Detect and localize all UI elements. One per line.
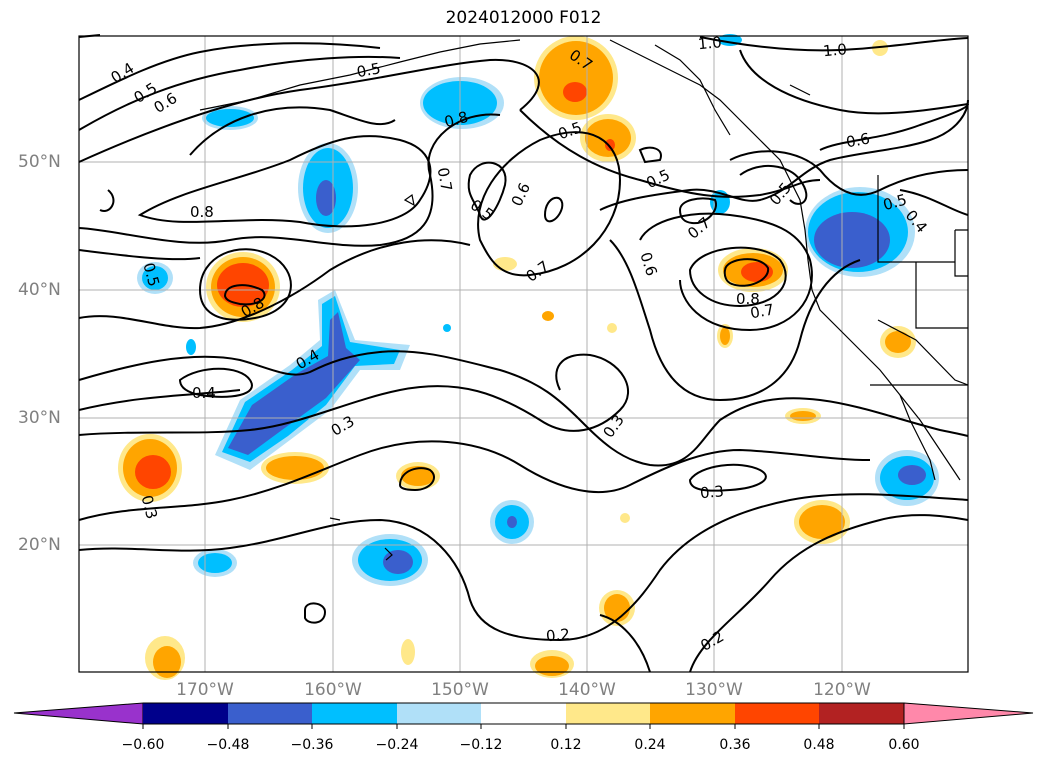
colorbar-bin xyxy=(312,703,397,724)
colorbar-bin xyxy=(566,703,650,724)
contour-label: 0.8 xyxy=(736,290,760,308)
contour-label: 0.8 xyxy=(190,203,214,221)
contour-label: 1.0 xyxy=(822,40,847,60)
lon-label: 120°W xyxy=(813,680,871,700)
contour-lines xyxy=(78,34,969,673)
colorbar-extend-high xyxy=(903,702,1034,725)
shaded-anomalies xyxy=(118,34,939,680)
contour-label: 0.2 xyxy=(545,625,570,645)
colorbar-tick-label: −0.36 xyxy=(290,737,334,753)
contour-label: 0.5 xyxy=(355,59,382,81)
colorbar-extend-low xyxy=(13,702,144,725)
colorbar-bin xyxy=(397,703,481,724)
contour-label: 0.3 xyxy=(699,482,724,502)
colorbar-bin xyxy=(481,703,566,724)
colorbar-tick-label: −0.12 xyxy=(459,737,503,753)
colorbar-tick-label: 0.60 xyxy=(888,737,920,753)
colorbar-bin xyxy=(143,703,228,724)
contour-label: 0.5 xyxy=(881,190,909,214)
colorbar-bin xyxy=(735,703,819,724)
colorbar-tick-label: 0.48 xyxy=(803,737,835,753)
lon-label: 130°W xyxy=(685,680,743,700)
contour-label: 0.6 xyxy=(845,129,872,151)
colorbar-tick-label: 0.36 xyxy=(719,737,751,753)
lat-label: 40°N xyxy=(18,280,61,300)
positive-anomaly-areas xyxy=(118,36,916,680)
colorbar xyxy=(13,702,1034,729)
graticule xyxy=(79,36,968,672)
lon-label: 150°W xyxy=(431,680,489,700)
colorbar-tick-label: 0.24 xyxy=(634,737,666,753)
lon-label: 170°W xyxy=(176,680,234,700)
contour-label: 0.3 xyxy=(137,493,161,521)
contour-label: 0.7 xyxy=(749,300,776,322)
lat-label: 30°N xyxy=(18,408,61,428)
contour-label: 1.0 xyxy=(697,33,722,53)
lon-label: 140°W xyxy=(558,680,616,700)
contour-label: 0.5 xyxy=(139,261,163,289)
map-frame xyxy=(78,35,969,673)
contour-label: 0.7 xyxy=(434,166,456,193)
colorbar-bin xyxy=(228,703,312,724)
colorbar-bin xyxy=(650,703,735,724)
lon-label: 160°W xyxy=(304,680,362,700)
contour-label: 0.8 xyxy=(442,108,470,132)
lat-label: 20°N xyxy=(18,535,61,555)
colorbar-tick-label: −0.48 xyxy=(206,737,250,753)
negative-anomaly-areas xyxy=(137,34,939,586)
lat-label: 50°N xyxy=(18,152,61,172)
contour-label: 0.4 xyxy=(192,384,216,402)
map-title: 2024012000 F012 xyxy=(445,8,602,28)
colorbar-tick-label: −0.24 xyxy=(375,737,419,753)
colorbar-bin xyxy=(819,703,904,724)
colorbar-tick-label: 0.12 xyxy=(550,737,582,753)
colorbar-tick-label: −0.60 xyxy=(121,737,165,753)
